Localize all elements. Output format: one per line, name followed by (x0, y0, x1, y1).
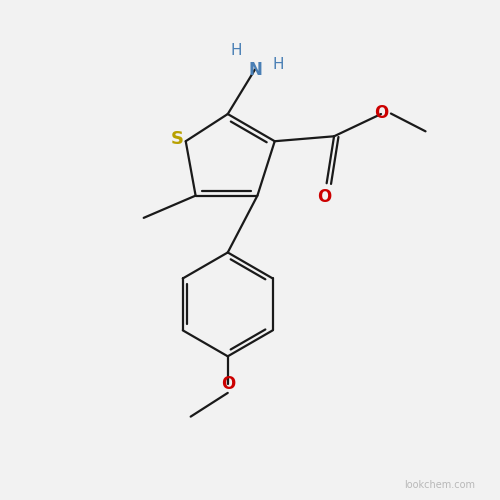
Text: O: O (318, 188, 332, 206)
Text: lookchem.com: lookchem.com (404, 480, 475, 490)
Text: O: O (374, 104, 388, 122)
Text: H: H (230, 43, 242, 58)
Text: H: H (273, 57, 284, 72)
Text: N: N (248, 60, 262, 78)
Text: S: S (170, 130, 183, 148)
Text: O: O (220, 376, 235, 394)
